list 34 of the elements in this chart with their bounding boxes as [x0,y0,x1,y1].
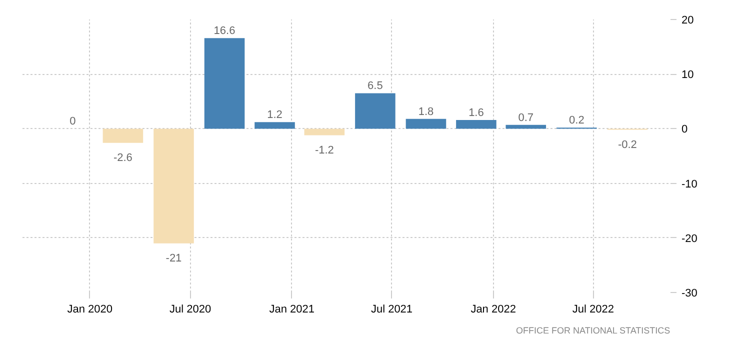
y-tick-label: 20 [682,14,694,26]
data-label: 0.2 [569,114,584,127]
data-label: 1.8 [418,106,434,118]
data-label: 16.6 [214,25,236,38]
x-tick-label: Jul 2021 [370,304,413,316]
bar [456,120,496,129]
y-tick-label: -20 [682,232,698,245]
data-label: 1.2 [267,109,282,122]
x-tick-label: Jan 2020 [67,304,112,316]
text: OFFICE FOR NATIONAL STATISTICS [516,326,670,336]
y-tick-label: 10 [682,69,694,82]
y-tick-label: -30 [682,288,698,300]
data-label: -1.2 [314,144,334,156]
bar [304,128,345,136]
data-label: 6.5 [368,80,383,92]
y-tick-label: -10 [682,178,698,190]
bar [204,38,245,129]
bar [254,122,295,129]
data-label: 0 [70,116,76,128]
data-label: 0.7 [518,112,534,124]
x-tick-label: Jul 2020 [170,304,212,316]
data-label: -21 [166,252,182,264]
data-label: -0.2 [618,138,637,151]
data-label: -2.6 [113,152,132,164]
bar [506,124,546,129]
y-tick-label: 0 [682,124,688,136]
bar [154,128,194,244]
bar [406,118,446,129]
bar [102,128,144,143]
bar [355,93,396,129]
x-tick-label: Jan 2021 [269,304,314,316]
x-tick-label: Jan 2022 [470,304,516,316]
data-label: 1.6 [468,106,484,119]
x-tick-label: Jul 2022 [572,304,614,316]
